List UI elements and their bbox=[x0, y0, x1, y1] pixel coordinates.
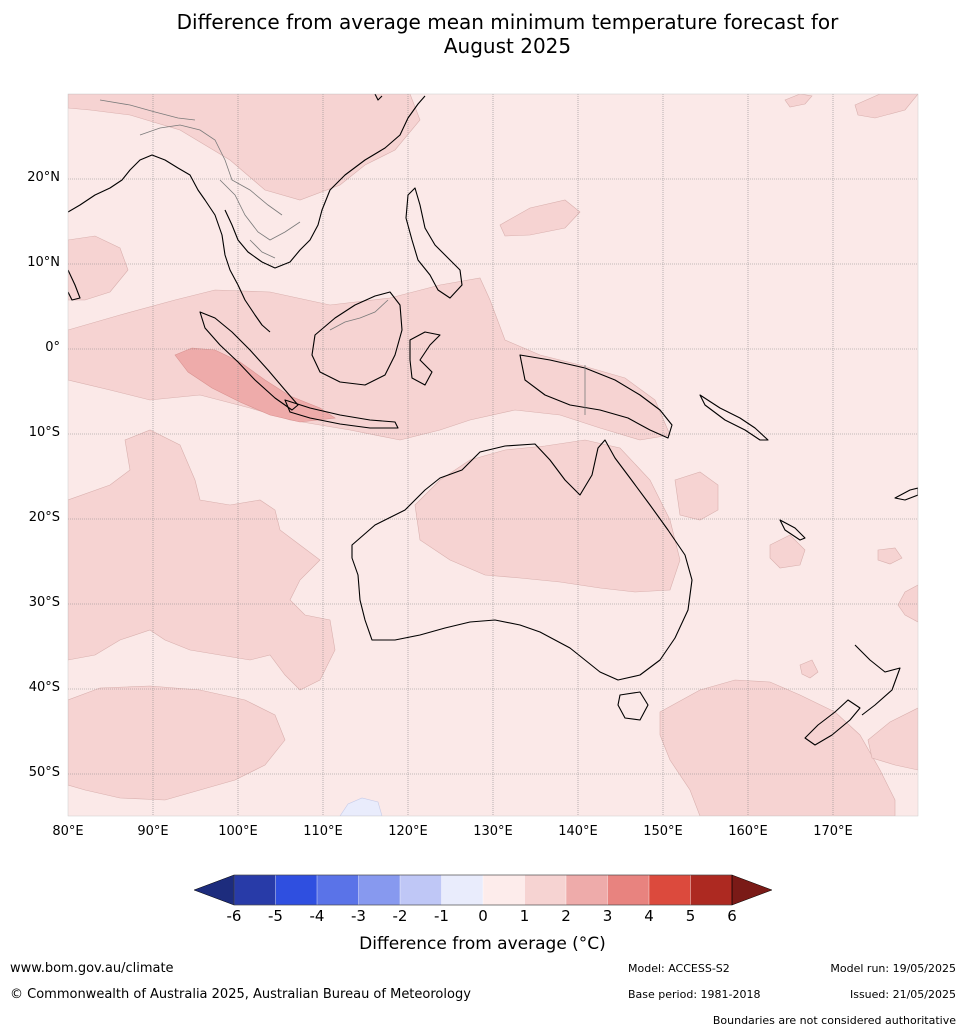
colorbar-tick-label: 6 bbox=[727, 907, 737, 925]
lat-label: 20°S bbox=[28, 510, 60, 525]
colorbar-tick-label: -1 bbox=[434, 907, 449, 925]
colorbar-cell bbox=[441, 874, 484, 906]
map-frame bbox=[67, 93, 919, 817]
model-text: Model: ACCESS-S2 bbox=[628, 962, 730, 975]
lon-label: 140°E bbox=[558, 824, 598, 839]
colorbar-tick-label: 3 bbox=[602, 907, 613, 925]
base-period-text: Base period: 1981-2018 bbox=[628, 988, 761, 1001]
copyright-text: © Commonwealth of Australia 2025, Austra… bbox=[10, 987, 471, 1002]
colorbar-under-triangle bbox=[193, 874, 235, 906]
colorbar-tick-label: -2 bbox=[392, 907, 408, 925]
colorbar-tick-label: -5 bbox=[268, 907, 283, 925]
title-line-2: August 2025 bbox=[443, 34, 572, 58]
colorbar-tick-label: -6 bbox=[226, 907, 242, 925]
lat-label: 10°S bbox=[28, 425, 60, 440]
borders bbox=[99, 99, 586, 415]
model-run-text: Model run: 19/05/2025 bbox=[830, 962, 956, 975]
colorbar-label: Difference from average (°C) bbox=[359, 934, 606, 954]
lon-label: 130°E bbox=[473, 824, 513, 839]
colorbar-cell bbox=[648, 874, 692, 906]
lon-label: 100°E bbox=[218, 824, 258, 839]
lat-label: 50°S bbox=[28, 765, 60, 780]
colorbar-cell bbox=[565, 874, 609, 906]
issued-text: Issued: 21/05/2025 bbox=[849, 988, 956, 1001]
disclaimer-text: Boundaries are not considered authoritat… bbox=[712, 1014, 956, 1027]
anomaly-1-2-regions bbox=[68, 94, 918, 816]
lat-label: 10°N bbox=[27, 255, 60, 270]
colorbar-cell bbox=[524, 874, 567, 906]
colorbar-cell bbox=[233, 874, 277, 906]
title-line-1: Difference from average mean minimum tem… bbox=[176, 10, 839, 34]
lon-label: 80°E bbox=[52, 824, 84, 839]
website-link[interactable]: www.bom.gov.au/climate bbox=[10, 961, 174, 976]
lon-label: 90°E bbox=[137, 824, 169, 839]
lat-label: 0° bbox=[45, 340, 60, 355]
colorbar-tick-label: 1 bbox=[519, 907, 530, 925]
colorbar-tick-label: 2 bbox=[561, 907, 571, 925]
graticule bbox=[68, 94, 918, 816]
colorbar-tick-label: -3 bbox=[351, 907, 366, 925]
colorbar-cell bbox=[482, 874, 526, 906]
lon-label: 170°E bbox=[813, 824, 853, 839]
colorbar-tick-label: 5 bbox=[685, 907, 696, 925]
page-title: Difference from average mean minimum tem… bbox=[0, 10, 965, 58]
colorbar-cell bbox=[358, 874, 401, 906]
lat-label: 30°S bbox=[28, 595, 60, 610]
colorbar-tick-label: -4 bbox=[309, 907, 325, 925]
lon-label: 120°E bbox=[388, 824, 428, 839]
colorbar-cell bbox=[607, 874, 650, 906]
coastlines bbox=[68, 94, 918, 746]
lon-label: 160°E bbox=[728, 824, 768, 839]
lat-label: 40°S bbox=[28, 680, 60, 695]
lon-label: 150°E bbox=[643, 824, 683, 839]
colorbar bbox=[193, 874, 773, 906]
colorbar-cell bbox=[399, 874, 443, 906]
colorbar-over-triangle bbox=[731, 874, 773, 906]
colorbar-tick-label: 4 bbox=[644, 907, 654, 925]
anomaly-negative-region bbox=[339, 797, 383, 816]
colorbar-tick-label: 0 bbox=[478, 907, 488, 925]
colorbar-cell bbox=[275, 874, 318, 906]
colorbar-cell bbox=[690, 874, 733, 906]
lon-label: 110°E bbox=[303, 824, 343, 839]
colorbar-cell bbox=[316, 874, 360, 906]
lat-label: 20°N bbox=[27, 170, 60, 185]
